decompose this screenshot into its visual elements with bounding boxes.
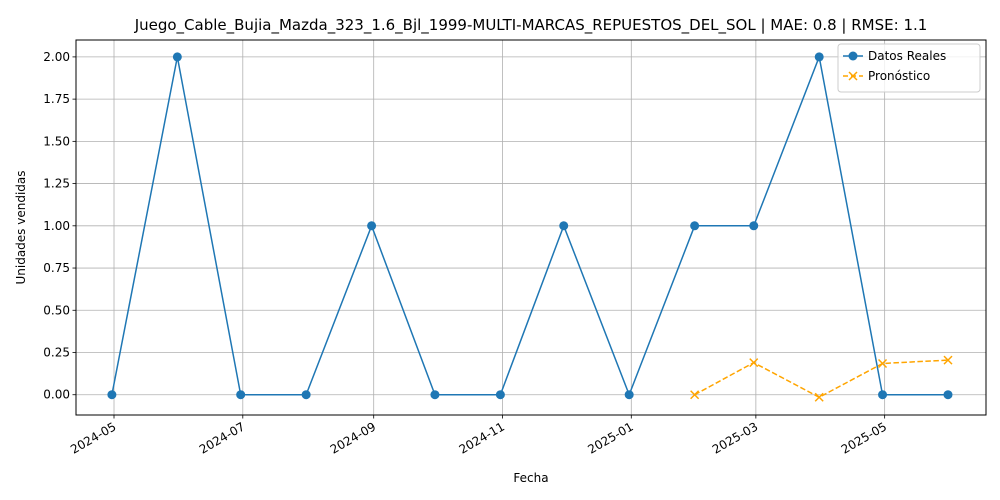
series-datos-reales bbox=[107, 52, 953, 400]
chart-title: Juego_Cable_Bujia_Mazda_323_1.6_Bjl_1999… bbox=[134, 16, 928, 35]
data-point bbox=[814, 392, 824, 402]
plot-frame bbox=[75, 39, 987, 416]
data-point bbox=[749, 221, 759, 231]
data-point bbox=[236, 390, 246, 400]
y-tick-label: 1.75 bbox=[43, 92, 70, 106]
data-point bbox=[749, 358, 759, 368]
series-layer bbox=[107, 52, 953, 402]
data-point bbox=[495, 390, 505, 400]
data-point bbox=[624, 390, 634, 400]
data-point bbox=[430, 390, 440, 400]
y-tick-label: 0.50 bbox=[43, 303, 70, 317]
y-axis-label: Unidades vendidas bbox=[14, 170, 28, 284]
data-point bbox=[559, 221, 569, 231]
y-axis: 0.00 0.25 0.50 0.75 1.00 1.25 1.50 1.75 2.00 bbox=[43, 50, 76, 402]
data-point bbox=[814, 52, 824, 62]
data-point bbox=[878, 390, 888, 400]
series-line-datos-reales bbox=[111, 54, 948, 397]
y-tick-label: 0.75 bbox=[43, 261, 70, 275]
data-point bbox=[107, 390, 117, 400]
legend-frame bbox=[837, 43, 981, 93]
legend: Datos Reales Pronóstico bbox=[837, 43, 981, 93]
data-point bbox=[172, 52, 182, 62]
legend-label-datos-reales: Datos Reales bbox=[868, 49, 946, 63]
data-point bbox=[301, 390, 311, 400]
data-point bbox=[943, 355, 953, 365]
data-point bbox=[690, 390, 700, 400]
y-tick-label: 1.00 bbox=[43, 219, 70, 233]
y-tick-label: 1.50 bbox=[43, 134, 70, 148]
y-tick-label: 2.00 bbox=[43, 50, 70, 64]
series-pronostico bbox=[690, 355, 953, 402]
data-point bbox=[690, 221, 700, 231]
x-axis-label: Fecha bbox=[513, 471, 548, 485]
data-point bbox=[367, 221, 377, 231]
y-tick-label: 0.25 bbox=[43, 346, 70, 360]
legend-marker-datos-reales bbox=[848, 51, 858, 61]
data-point bbox=[878, 358, 888, 369]
legend-label-pronostico: Pronóstico bbox=[868, 69, 930, 83]
data-point bbox=[943, 390, 953, 400]
legend-marker-pronostico bbox=[848, 71, 858, 81]
y-tick-label: 1.25 bbox=[43, 177, 70, 191]
y-tick-label: 0.00 bbox=[43, 388, 70, 402]
